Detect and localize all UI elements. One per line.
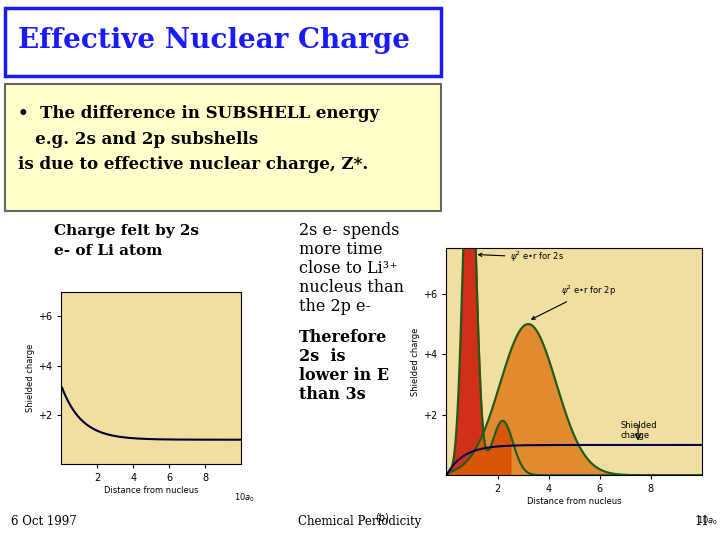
Text: 11: 11	[695, 515, 709, 528]
Text: 2s e- spends: 2s e- spends	[299, 222, 400, 239]
Text: e- of Li atom: e- of Li atom	[54, 244, 163, 258]
Text: close to Li³⁺: close to Li³⁺	[299, 260, 397, 277]
Y-axis label: Shielded charge: Shielded charge	[26, 344, 35, 412]
X-axis label: Distance from nucleus: Distance from nucleus	[104, 486, 199, 495]
Text: more time: more time	[299, 241, 382, 258]
Text: (b): (b)	[375, 512, 389, 523]
FancyBboxPatch shape	[5, 8, 441, 76]
Text: Therefore: Therefore	[299, 329, 387, 346]
Text: $\psi^2$ e•r for 2p: $\psi^2$ e•r for 2p	[532, 284, 616, 319]
Text: the 2p e-: the 2p e-	[299, 298, 371, 315]
Text: is due to effective nuclear charge, Z*.: is due to effective nuclear charge, Z*.	[18, 156, 368, 172]
Text: e.g. 2s and 2p subshells: e.g. 2s and 2p subshells	[18, 131, 258, 147]
Text: $\psi^2$ e•r for 2s: $\psi^2$ e•r for 2s	[479, 250, 564, 265]
Text: than 3s: than 3s	[299, 386, 366, 403]
X-axis label: Distance from nucleus: Distance from nucleus	[527, 497, 621, 506]
FancyBboxPatch shape	[5, 84, 441, 211]
Text: 6 Oct 1997: 6 Oct 1997	[11, 515, 76, 528]
Text: 10$a_{\rm 0}$: 10$a_{\rm 0}$	[696, 515, 718, 527]
Text: 2s  is: 2s is	[299, 348, 346, 365]
Text: Charge felt by 2s: Charge felt by 2s	[54, 224, 199, 238]
Y-axis label: Shielded charge: Shielded charge	[411, 328, 420, 396]
Text: Shielded
charge: Shielded charge	[620, 421, 657, 440]
Text: Effective Nuclear Charge: Effective Nuclear Charge	[18, 27, 410, 54]
Text: •  The difference in SUBSHELL energy: • The difference in SUBSHELL energy	[18, 105, 379, 122]
Text: 10$a_{\rm 0}$: 10$a_{\rm 0}$	[234, 491, 256, 504]
Text: Chemical Periodicity: Chemical Periodicity	[298, 515, 422, 528]
Text: lower in E: lower in E	[299, 367, 389, 384]
Text: nucleus than: nucleus than	[299, 279, 404, 296]
